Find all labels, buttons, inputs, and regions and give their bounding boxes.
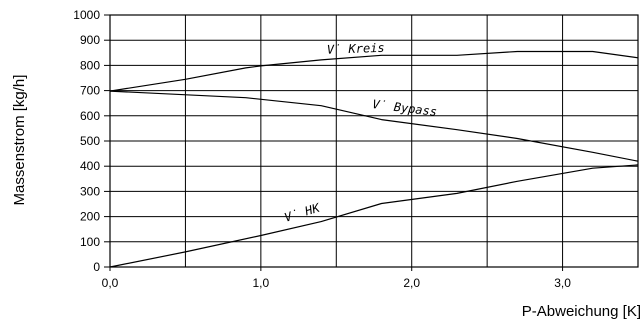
series-label-0: V̇ Kreis [327,41,385,57]
series-label-2: V̇ HK [283,201,322,225]
y-tick-label: 800 [80,58,100,72]
x-tick-label: 1,0 [253,276,270,290]
tick-labels: 0 100 200 300 400 500 600 700 800 900 1000 0,0 1,0 2,… [73,8,571,290]
series-layer [109,50,639,268]
x-axis-label: P-Abweichung [K] [522,303,641,320]
grid-layer [110,15,638,267]
series-line-0 [109,50,639,92]
y-tick-label: 200 [80,210,100,224]
y-tick-label: 300 [80,184,100,198]
x-tick-label: 2,0 [403,276,420,290]
y-tick-label: 500 [80,134,100,148]
y-tick-label: 900 [80,33,100,47]
x-tick-label: 0,0 [102,276,119,290]
y-axis-label: Massenstrom [kg/h] [11,75,28,206]
y-tick-label: 700 [80,84,100,98]
y-tick-label: 400 [80,159,100,173]
series-line-2 [109,164,639,268]
series-line-1 [109,90,639,162]
y-tick-label: 1000 [73,8,100,22]
y-tick-label: 0 [93,260,100,274]
y-tick-label: 600 [80,109,100,123]
x-tick-label: 3,0 [554,276,571,290]
y-tick-label: 100 [80,235,100,249]
